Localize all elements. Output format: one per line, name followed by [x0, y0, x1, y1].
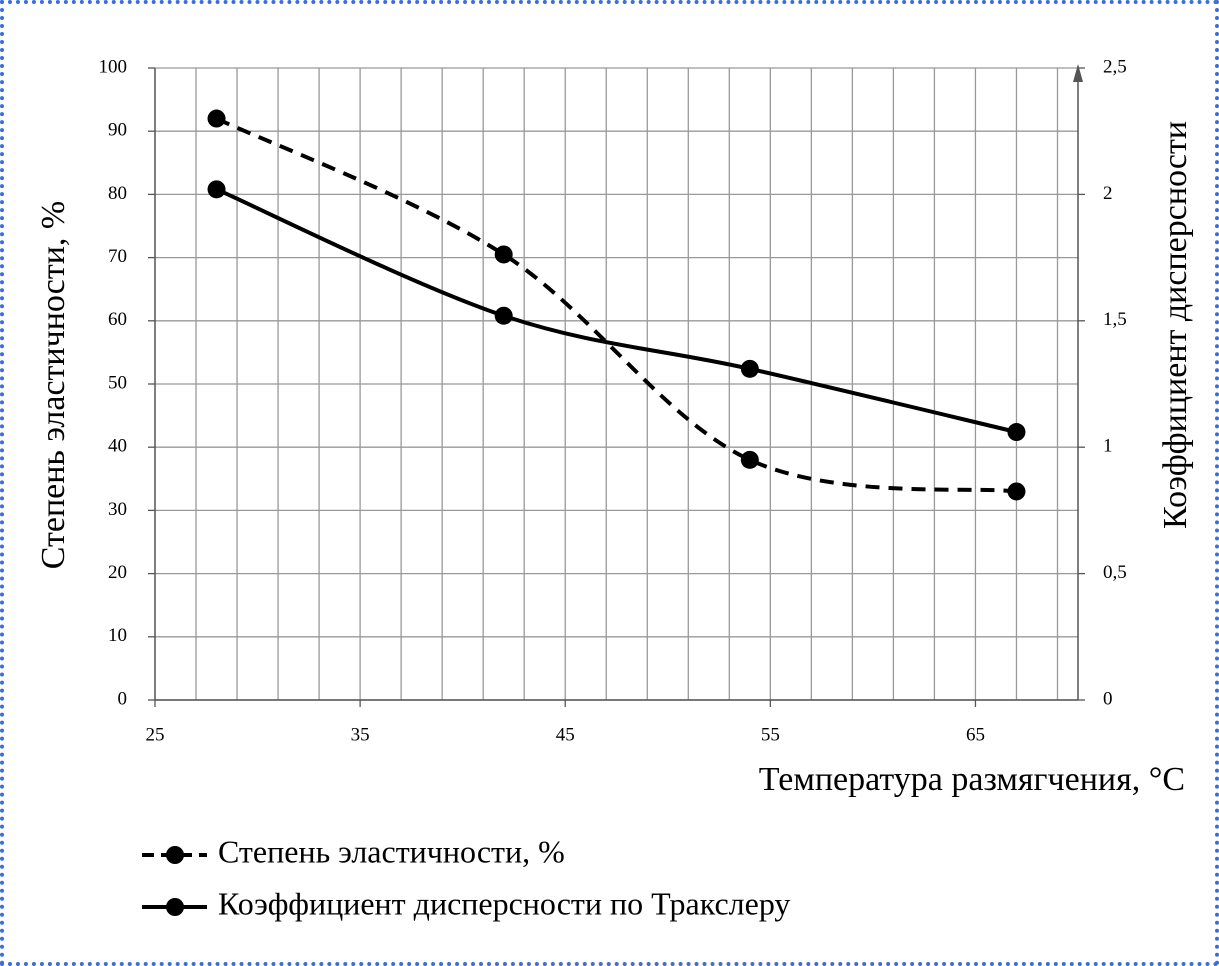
point: [494, 245, 513, 264]
x-tick-label: 55: [761, 724, 780, 745]
y2-tick-label: 1,5: [1103, 309, 1127, 330]
y2-tick-label: 0,5: [1103, 562, 1127, 583]
point: [1007, 482, 1026, 501]
x-tick-label: 35: [351, 724, 370, 745]
y2-axis-arrow: [1073, 64, 1083, 82]
legend-marker: [166, 846, 184, 864]
x-tick-label: 65: [966, 724, 985, 745]
x-tick-label: 45: [556, 724, 575, 745]
series-line: [215, 187, 1017, 434]
legend-label: Степень эластичности, %: [218, 833, 565, 869]
legend-label: Коэффициент дисперсности по Тракслеру: [218, 885, 790, 921]
y2-tick-label: 1: [1103, 436, 1113, 457]
point: [494, 306, 513, 325]
y-tick-label: 100: [99, 56, 128, 77]
x-tick-label: 25: [146, 724, 165, 745]
y-tick-label: 90: [108, 120, 127, 141]
y2-tick-label: 2: [1103, 183, 1113, 204]
point: [740, 359, 759, 378]
point: [740, 450, 759, 469]
y-tick-label: 40: [108, 436, 127, 457]
point: [207, 109, 226, 128]
x-axis-title: Температура размягчения, °C: [759, 761, 1185, 798]
y-tick-label: 70: [108, 246, 127, 267]
y2-tick-label: 2,5: [1103, 56, 1127, 77]
point: [207, 180, 226, 199]
series-line: [215, 116, 1017, 494]
y-tick-label: 20: [108, 562, 127, 583]
legend-marker: [166, 898, 184, 916]
y2-axis-title: Коэффициент дисперсности: [1157, 121, 1194, 529]
y-tick-label: 10: [108, 625, 127, 646]
y-tick-label: 50: [108, 372, 127, 393]
y-tick-label: 0: [118, 688, 128, 709]
y2-tick-label: 0: [1103, 688, 1113, 709]
y-tick-label: 30: [108, 499, 127, 520]
y-tick-label: 80: [108, 183, 127, 204]
y-axis-title: Степень эластичности, %: [35, 201, 72, 569]
point: [1007, 423, 1026, 442]
y-tick-label: 60: [108, 309, 127, 330]
